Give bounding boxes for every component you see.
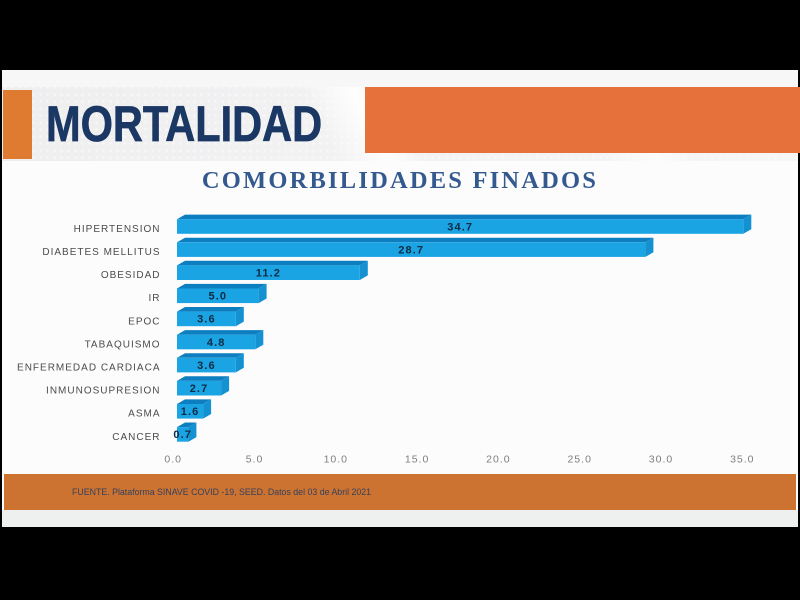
svg-text:5.0: 5.0 [209,291,228,303]
svg-text:1.6: 1.6 [181,406,200,418]
svg-text:20.0: 20.0 [486,454,510,466]
svg-text:INMUNOSUPRESION: INMUNOSUPRESION [46,386,160,397]
svg-text:HIPERTENSION: HIPERTENSION [74,224,161,235]
svg-text:5.0: 5.0 [246,454,264,466]
svg-text:11.2: 11.2 [256,268,281,280]
svg-text:0.0: 0.0 [164,454,182,466]
svg-text:CANCER: CANCER [112,432,160,443]
svg-text:TABAQUISMO: TABAQUISMO [85,339,161,350]
svg-text:4.8: 4.8 [207,337,226,349]
svg-text:15.0: 15.0 [405,454,429,466]
svg-text:25.0: 25.0 [567,454,591,466]
svg-text:30.0: 30.0 [649,454,673,466]
svg-text:3.6: 3.6 [197,360,216,372]
svg-text:35.0: 35.0 [730,454,754,466]
svg-text:34.7: 34.7 [447,221,473,233]
svg-text:28.7: 28.7 [398,244,424,256]
svg-text:DIABETES MELLITUS: DIABETES MELLITUS [42,247,160,258]
svg-text:OBESIDAD: OBESIDAD [101,270,161,281]
svg-text:IR: IR [149,293,161,304]
svg-text:2.7: 2.7 [190,383,209,395]
svg-text:10.0: 10.0 [324,454,348,466]
svg-text:0.7: 0.7 [173,429,192,441]
svg-text:ENFERMEDAD CARDIACA: ENFERMEDAD CARDIACA [17,363,160,374]
svg-text:3.6: 3.6 [197,314,216,326]
svg-text:EPOC: EPOC [128,316,160,327]
svg-text:ASMA: ASMA [128,409,160,420]
